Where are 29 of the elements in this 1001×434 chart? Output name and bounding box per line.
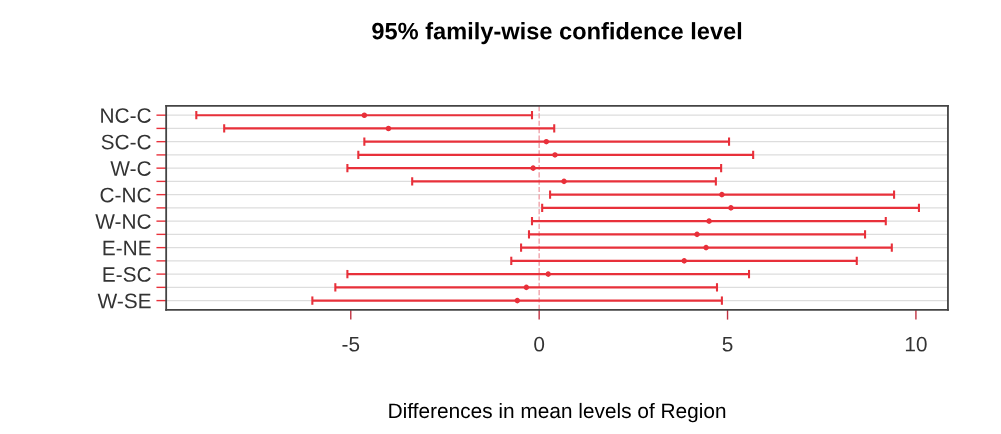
y-tick-label: SC-C — [101, 134, 151, 150]
point — [728, 205, 734, 211]
y-tick-label: E-NE — [103, 240, 151, 256]
point — [703, 244, 709, 251]
point — [706, 218, 712, 224]
point — [385, 125, 392, 132]
point — [543, 138, 550, 145]
x-tick-label: 0 — [534, 336, 545, 352]
point — [552, 152, 558, 158]
x-tick-label: 5 — [722, 337, 733, 352]
point — [694, 231, 700, 238]
point — [523, 284, 530, 291]
y-tick-label: W-SE — [97, 293, 151, 309]
y-tick-label: W-C — [110, 161, 151, 176]
point — [530, 165, 536, 171]
point — [681, 258, 687, 264]
chart-title: 95% family-wise confidence level — [372, 22, 742, 45]
x-axis-title: Differences in mean levels of Region — [389, 402, 726, 423]
point — [514, 297, 521, 304]
point — [561, 178, 567, 185]
x-tick-label: 10 — [905, 336, 927, 352]
point — [545, 271, 551, 277]
x-tick-label: -5 — [342, 337, 360, 352]
point — [361, 112, 368, 118]
y-tick-label: C-NC — [100, 187, 151, 203]
y-tick-label: E-SC — [103, 267, 151, 282]
point — [719, 191, 725, 198]
y-tick-label: W-NC — [95, 214, 151, 229]
y-tick-label: NC-C — [101, 108, 151, 123]
